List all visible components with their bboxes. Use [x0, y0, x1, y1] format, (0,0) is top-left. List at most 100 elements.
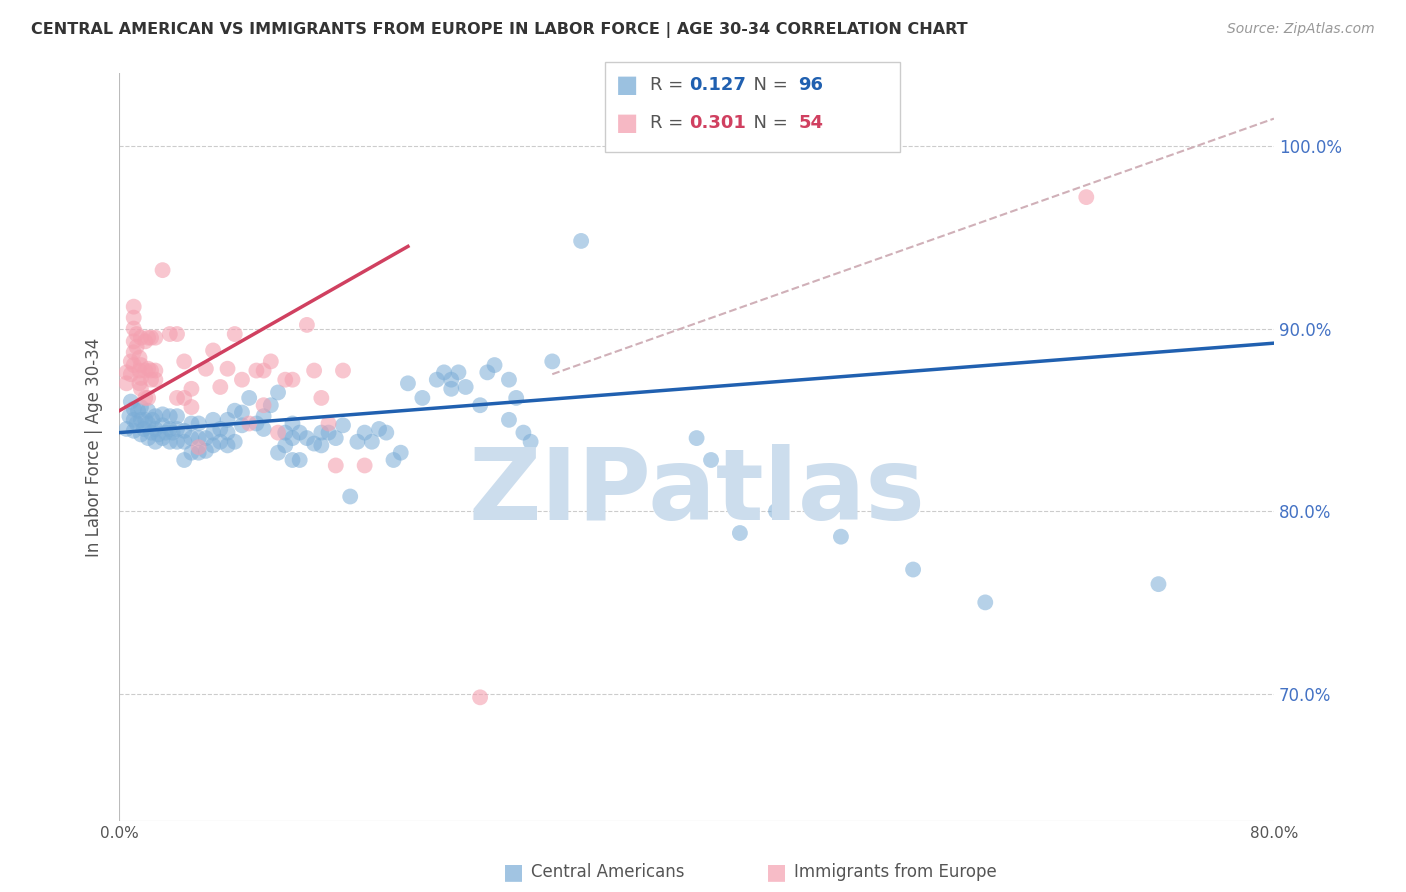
Point: [143, 422, 166, 436]
Point: [454, 380, 477, 394]
Point: [252, 398, 274, 412]
Point: [318, 425, 340, 440]
Point: [440, 382, 463, 396]
Point: [120, 354, 142, 368]
Point: [281, 453, 304, 467]
Point: [252, 409, 274, 424]
Point: [217, 438, 239, 452]
Point: [700, 453, 723, 467]
Text: CENTRAL AMERICAN VS IMMIGRANTS FROM EUROPE IN LABOR FORCE | AGE 30-34 CORRELATIO: CENTRAL AMERICAN VS IMMIGRANTS FROM EURO…: [31, 22, 967, 38]
Point: [202, 438, 225, 452]
Point: [1147, 577, 1170, 591]
Point: [238, 391, 260, 405]
Point: [433, 365, 456, 379]
Point: [505, 391, 527, 405]
Point: [274, 373, 297, 387]
Point: [166, 409, 188, 424]
Point: [136, 403, 159, 417]
Point: [974, 595, 997, 609]
Point: [180, 431, 202, 445]
Text: Source: ZipAtlas.com: Source: ZipAtlas.com: [1227, 22, 1375, 37]
Point: [411, 391, 433, 405]
Point: [128, 376, 150, 391]
Point: [143, 363, 166, 377]
Point: [139, 373, 162, 387]
Point: [231, 405, 253, 419]
Point: [162, 425, 184, 440]
Point: [187, 417, 209, 431]
Point: [115, 365, 138, 379]
Point: [139, 363, 162, 377]
Point: [281, 431, 304, 445]
Point: [159, 434, 181, 449]
Point: [311, 391, 333, 405]
Text: ■: ■: [616, 73, 638, 96]
Point: [125, 340, 148, 354]
Point: [238, 417, 260, 431]
Point: [281, 373, 304, 387]
Point: [141, 413, 163, 427]
Point: [311, 425, 333, 440]
Point: [318, 417, 340, 431]
Point: [302, 363, 325, 377]
Point: [152, 263, 174, 277]
Point: [128, 351, 150, 365]
Point: [136, 361, 159, 376]
Point: [122, 358, 145, 372]
Point: [382, 453, 405, 467]
Point: [129, 331, 152, 345]
Point: [187, 440, 209, 454]
Text: R =: R =: [650, 114, 689, 132]
Point: [122, 300, 145, 314]
Text: 54: 54: [799, 114, 824, 132]
Point: [830, 530, 852, 544]
Point: [134, 413, 156, 427]
Point: [173, 434, 195, 449]
Point: [180, 382, 202, 396]
Point: [468, 690, 491, 705]
Point: [152, 408, 174, 422]
Point: [194, 431, 217, 445]
Point: [447, 365, 470, 379]
Point: [426, 373, 449, 387]
Point: [202, 343, 225, 358]
Point: [120, 394, 142, 409]
Point: [194, 361, 217, 376]
Point: [152, 418, 174, 433]
Point: [155, 425, 177, 440]
Point: [143, 373, 166, 387]
Point: [122, 424, 145, 438]
Point: [134, 363, 156, 377]
Point: [224, 403, 246, 417]
Point: [288, 425, 311, 440]
Text: 0.301: 0.301: [689, 114, 745, 132]
Point: [159, 409, 181, 424]
Point: [569, 234, 592, 248]
Point: [368, 422, 391, 436]
Point: [180, 446, 202, 460]
Text: ZIPatlas: ZIPatlas: [468, 443, 925, 541]
Point: [224, 326, 246, 341]
Point: [217, 413, 239, 427]
Point: [440, 373, 463, 387]
Point: [267, 446, 290, 460]
Point: [122, 413, 145, 427]
Point: [353, 458, 375, 473]
Point: [136, 431, 159, 445]
Point: [498, 373, 520, 387]
Point: [166, 326, 188, 341]
Point: [173, 453, 195, 467]
Point: [173, 354, 195, 368]
Point: [325, 431, 347, 445]
Point: [375, 425, 398, 440]
Point: [115, 422, 138, 436]
Point: [302, 436, 325, 450]
Point: [274, 438, 297, 452]
Point: [498, 413, 520, 427]
Point: [159, 326, 181, 341]
Point: [122, 401, 145, 416]
Point: [295, 431, 318, 445]
Point: [148, 427, 170, 442]
Point: [134, 334, 156, 349]
Point: [353, 425, 375, 440]
